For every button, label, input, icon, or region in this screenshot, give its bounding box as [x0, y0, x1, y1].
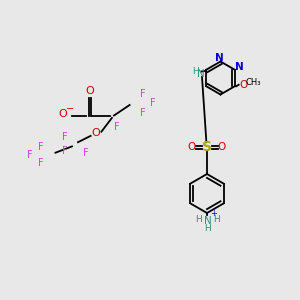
- Text: N: N: [235, 62, 243, 72]
- Text: H: H: [195, 215, 202, 224]
- Text: CH₃: CH₃: [245, 78, 260, 87]
- Text: F: F: [140, 107, 145, 118]
- Text: N: N: [204, 216, 212, 226]
- Text: F: F: [38, 142, 43, 152]
- Text: H: H: [205, 224, 211, 233]
- Text: O: O: [85, 86, 94, 97]
- Text: F: F: [83, 148, 88, 158]
- Text: O: O: [92, 128, 100, 139]
- Text: +: +: [210, 209, 217, 218]
- Text: F: F: [140, 89, 145, 100]
- Text: F: F: [114, 122, 120, 133]
- Text: N: N: [214, 53, 224, 63]
- Text: F: F: [27, 149, 33, 160]
- Text: O: O: [239, 80, 247, 90]
- Text: F: F: [150, 98, 156, 109]
- Text: H: H: [192, 68, 199, 76]
- Text: F: F: [62, 131, 67, 142]
- Text: O: O: [188, 142, 196, 152]
- Text: O: O: [58, 109, 68, 119]
- Text: F: F: [38, 158, 43, 169]
- Text: H: H: [213, 215, 220, 224]
- Text: O: O: [218, 142, 226, 152]
- Text: −: −: [65, 104, 74, 114]
- Text: F: F: [62, 146, 67, 157]
- Text: N: N: [197, 69, 205, 79]
- Text: S: S: [202, 140, 212, 154]
